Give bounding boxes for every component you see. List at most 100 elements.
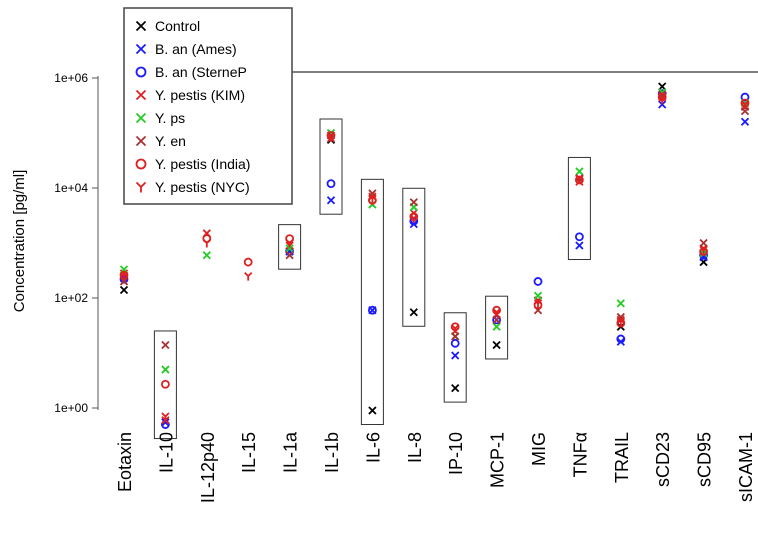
- data-point: [740, 117, 750, 126]
- data-point: [409, 214, 418, 223]
- data-point: [492, 308, 501, 317]
- category-box: [485, 295, 509, 360]
- legend-item: Y. pestis (KIM): [135, 87, 245, 103]
- data-point: [492, 315, 501, 325]
- data-point: [368, 194, 377, 203]
- data-point: [658, 95, 667, 105]
- data-point: [451, 324, 460, 333]
- data-point: [161, 418, 170, 427]
- data-point: [285, 238, 294, 248]
- legend-label: Y. pestis (India): [155, 156, 250, 172]
- legend-item: Y. en: [135, 133, 186, 149]
- legend-item: B. an (Ames): [135, 41, 237, 57]
- legend-item: Control: [135, 18, 200, 34]
- data-point: [367, 195, 377, 205]
- data-point: [243, 257, 253, 267]
- legend-label: B. an (SterneP: [155, 64, 247, 80]
- data-point: [326, 132, 336, 142]
- data-point: [285, 251, 294, 260]
- x-tick-label: IL-10: [156, 432, 176, 473]
- data-point: [616, 316, 625, 326]
- data-point: [699, 247, 708, 256]
- data-point: [740, 100, 750, 109]
- data-point: [160, 379, 170, 389]
- data-point: [575, 167, 584, 176]
- data-point: [119, 285, 129, 295]
- data-point: [616, 299, 625, 308]
- category-box: [567, 156, 591, 261]
- legend-label: Y. en: [155, 133, 186, 149]
- data-point: [119, 277, 129, 286]
- x-tick-label: IL-8: [405, 432, 425, 463]
- data-point: [533, 277, 543, 286]
- y-tick-label: 1e+02: [54, 291, 88, 305]
- x-tick-label: IL-1b: [322, 432, 342, 473]
- x-tick-label: sCD23: [653, 432, 673, 487]
- data-point: [409, 198, 418, 207]
- legend-box: [123, 7, 293, 205]
- data-point: [367, 305, 377, 315]
- y-axis-title: Concentration [pg/ml]: [11, 170, 28, 313]
- category-boxes: [153, 118, 591, 440]
- data-point: [616, 318, 626, 328]
- category-box: [360, 178, 384, 426]
- data-point: [740, 106, 750, 116]
- plot-frame: [97, 71, 758, 410]
- legend-label: Y. pestis (KIM): [155, 87, 245, 103]
- x-tick-label: IL-15: [239, 432, 259, 473]
- category-box: [319, 118, 343, 215]
- legend-label: Y. ps: [155, 110, 185, 126]
- x-tick-label: TRAIL: [612, 432, 632, 483]
- category-box: [443, 312, 467, 403]
- data-point: [161, 340, 170, 350]
- data-point: [450, 338, 460, 348]
- x-tick-label: sCD95: [695, 432, 715, 487]
- x-tick-label: sICAM-1: [736, 432, 756, 502]
- data-point: [492, 322, 501, 331]
- legend-label: Control: [155, 18, 200, 34]
- x-tick-label: IL-6: [363, 432, 383, 463]
- data-point: [368, 406, 377, 415]
- x-tick-label: IP-10: [446, 432, 466, 475]
- data-point: [451, 332, 460, 341]
- y-tick-label: 1e+00: [54, 401, 88, 415]
- category-box: [402, 187, 426, 327]
- data-point: [202, 251, 211, 260]
- legend-item: B. an (SterneP: [135, 64, 247, 80]
- category-box: [153, 330, 177, 440]
- data-point: [244, 271, 253, 281]
- data-point: [161, 365, 170, 374]
- data-point: [202, 238, 211, 248]
- data-point: [533, 300, 543, 310]
- legend-label: Y. pestis (NYC): [155, 179, 250, 195]
- data-point: [161, 412, 170, 422]
- x-tick-label: IL-1a: [281, 431, 301, 473]
- data-point: [616, 334, 626, 344]
- data-point: [326, 196, 336, 205]
- x-tick-labels: Eotaxin IL-10 IL-12p40 IL-15 IL-1a IL-1b IL-6 I…: [115, 431, 756, 503]
- legend-item: Y. pestis (India): [135, 156, 250, 172]
- data-point: [451, 383, 460, 393]
- y-ticks: 1e+00 1e+02 1e+04 1e+06: [54, 71, 98, 415]
- legend-label: B. an (Ames): [155, 41, 237, 57]
- data-point: [575, 241, 584, 250]
- y-tick-label: 1e+04: [54, 181, 88, 195]
- data-point: [575, 232, 584, 242]
- x-tick-label: MCP-1: [488, 432, 508, 488]
- data-point: [658, 100, 667, 109]
- data-point: [409, 308, 418, 317]
- data-point: [575, 174, 584, 184]
- x-tick-label: MIG: [529, 432, 549, 466]
- x-tick-label: TNFα: [570, 432, 590, 477]
- data-point: [699, 238, 708, 248]
- data-point: [492, 340, 501, 350]
- category-box: [278, 224, 302, 270]
- data-point: [740, 92, 750, 102]
- data-point: [285, 244, 294, 253]
- data-point: [533, 291, 543, 300]
- legend: Control B. an (Ames) B. an (SterneP Y. pest…: [123, 7, 293, 205]
- data-points: [119, 82, 750, 429]
- y-tick-label: 1e+06: [54, 71, 88, 85]
- data-point: [533, 299, 543, 308]
